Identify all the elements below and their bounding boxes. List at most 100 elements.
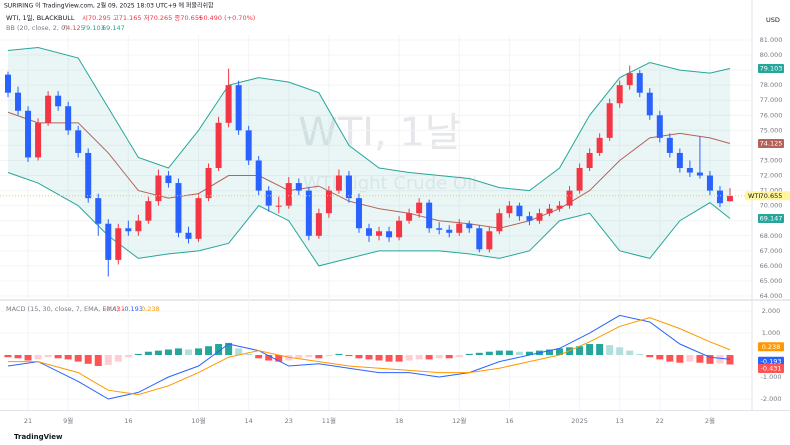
histogram-bar <box>606 345 614 356</box>
candle-body <box>65 106 72 131</box>
candle-body <box>135 220 142 232</box>
histogram-bar <box>546 349 553 356</box>
histogram-bar <box>295 355 303 359</box>
histogram-bar <box>34 355 42 360</box>
candle-body <box>75 130 82 153</box>
candle-body <box>325 190 332 214</box>
histogram-bar <box>185 349 192 356</box>
signal-badge: 0.238 <box>762 343 781 351</box>
histogram-bar <box>134 353 142 356</box>
candle-body <box>105 223 112 260</box>
bb-upper-value: 79.103 <box>82 24 105 32</box>
x-tick-label: 2025 <box>571 417 588 425</box>
histogram-bar <box>576 346 584 356</box>
histogram-bar <box>395 355 403 362</box>
candle-body <box>285 183 292 206</box>
x-tick-label: 18 <box>395 417 403 425</box>
y-tick-label: 75.000 <box>760 126 783 134</box>
candle-body <box>295 183 302 191</box>
candle-body <box>366 228 372 236</box>
candle-body <box>646 92 653 116</box>
y-tick-label: 77.000 <box>760 96 783 104</box>
histogram-bar <box>656 355 664 360</box>
y-tick-label: 72.000 <box>760 172 783 180</box>
histogram-bar <box>616 347 624 356</box>
bb-indicator: BB (20, close, 2, 0) <box>6 24 68 32</box>
candle-body <box>45 95 52 123</box>
candle-body <box>626 73 633 86</box>
histogram-bar <box>445 355 453 359</box>
histogram-bar <box>245 353 253 356</box>
candle-body <box>25 110 32 158</box>
y-tick-label: 70.000 <box>760 202 783 210</box>
candle-body <box>566 190 573 206</box>
published-note: SURIRING 이 TradingView.com, 2월 09, 2025 … <box>4 2 214 10</box>
histogram-bar <box>225 342 233 356</box>
candle-body <box>205 168 212 199</box>
candle-body <box>526 216 533 221</box>
y-tick-label: 2.000 <box>762 307 781 315</box>
candle-body <box>125 228 132 232</box>
histogram-bar <box>64 355 72 360</box>
x-tick-label: 21 <box>24 417 32 425</box>
y-tick-label: 80.000 <box>760 51 783 59</box>
candle-body <box>225 85 232 123</box>
bb-upper-line <box>7 46 731 192</box>
histogram-bar <box>84 355 92 364</box>
histogram-bar <box>716 355 724 364</box>
x-tick-label: 9월 <box>63 416 73 425</box>
candle-body <box>696 172 703 176</box>
bb-basis-value: 74.125 <box>62 24 85 32</box>
histogram-bar <box>44 355 52 358</box>
histogram-bar <box>375 355 383 361</box>
histogram-bar <box>174 348 182 356</box>
candle-body <box>386 231 393 238</box>
histogram-bar <box>164 349 172 356</box>
signal-badge-bg <box>758 342 784 352</box>
candle-body <box>516 205 523 217</box>
x-tick-label: 10월 <box>191 416 205 425</box>
histogram-bar <box>215 344 223 356</box>
macd-indicator: MACD (15, 30, close, 7, EMA, EMA) <box>6 305 119 313</box>
macd-line <box>7 314 731 400</box>
x-tick-label: 12월 <box>452 416 466 425</box>
candle-body <box>586 152 593 169</box>
candle-body <box>576 168 583 191</box>
candle-body <box>446 229 453 233</box>
histogram-bar <box>205 346 213 356</box>
histogram-bar <box>515 351 523 356</box>
candle-body <box>305 190 312 236</box>
ohlc: 시70.295 고71.165 저70.265 종70.655 <box>82 13 203 22</box>
y-tick-label: -1.000 <box>761 373 782 381</box>
candle-body <box>436 228 443 230</box>
histogram-bar <box>566 347 574 356</box>
candle-body <box>115 228 122 260</box>
candle-body <box>95 198 102 224</box>
currency: USD <box>766 16 780 24</box>
candle-body <box>145 201 152 221</box>
histogram-bar <box>24 355 32 361</box>
change: +0.490 (+0.70%) <box>198 14 255 22</box>
y-tick-label: 1.000 <box>762 329 781 337</box>
histogram-bar <box>596 344 604 356</box>
histogram-bar <box>154 350 162 356</box>
candle-body <box>406 213 413 221</box>
y-tick-label: 68.000 <box>760 232 783 240</box>
histogram-bar <box>14 355 22 359</box>
candle-body <box>175 183 182 233</box>
histogram-bar <box>425 355 433 360</box>
candle-body <box>506 205 513 214</box>
candle-body <box>727 195 733 202</box>
histogram-bar <box>485 351 493 356</box>
y-tick-label: 78.000 <box>760 81 783 89</box>
histogram-bar <box>235 348 243 356</box>
candle-body <box>355 198 362 229</box>
candle-body <box>656 115 663 138</box>
histogram-bar <box>144 351 152 356</box>
candle-body <box>165 175 172 184</box>
macd-badge-bg <box>758 356 784 366</box>
histogram-badge-bg <box>758 363 784 373</box>
y-tick-label: 64.000 <box>760 292 783 300</box>
histogram-bar <box>355 355 363 359</box>
brand: TradingView <box>14 433 63 441</box>
